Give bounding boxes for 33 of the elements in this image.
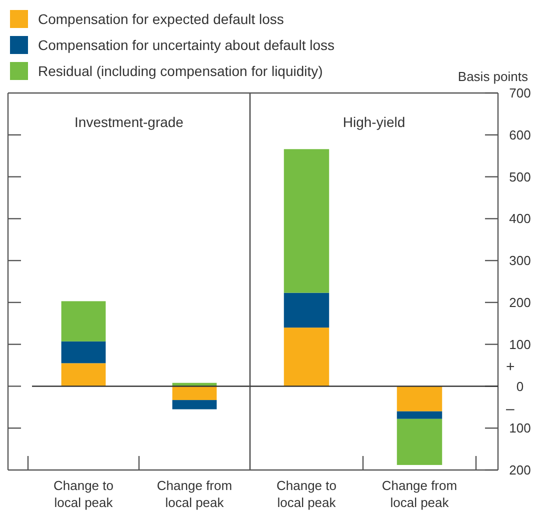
bar <box>396 411 442 419</box>
y-tick-label: 100 <box>509 336 531 352</box>
text: – <box>506 400 515 418</box>
bar <box>396 386 442 412</box>
y-tick-label: 500 <box>509 169 531 184</box>
bar <box>172 386 217 400</box>
bar <box>396 418 442 465</box>
bar <box>284 292 330 328</box>
legend-label: Compensation for expected default loss <box>38 10 284 27</box>
legend-label: Residual (including compensation for liquidity) <box>38 62 323 79</box>
y-tick-label: 600 <box>509 127 531 142</box>
bar <box>61 363 106 386</box>
x-tick-label: Change from local peak <box>156 478 232 510</box>
bar <box>172 400 217 410</box>
x-tick-label: Change to local peak <box>54 478 114 510</box>
y-axis-title: Basis points <box>458 69 528 84</box>
y-tick-label: 200 <box>509 462 531 478</box>
text: Investment-grade <box>74 114 184 130</box>
y-tick-label: 200 <box>509 294 531 310</box>
y-tick-label: 700 <box>509 86 531 101</box>
text: + <box>506 358 515 376</box>
y-tick-label: 300 <box>509 253 531 268</box>
y-tick-label: 0 <box>516 378 524 394</box>
bar <box>61 301 106 342</box>
bar <box>284 328 330 386</box>
x-tick-label: Change from local peak <box>382 478 458 510</box>
x-tick-label: Change to local peak <box>276 478 336 510</box>
text: High-yield <box>342 114 406 130</box>
y-tick-label: 400 <box>509 211 531 226</box>
bar <box>61 341 106 364</box>
legend-label: Compensation for uncertainty about default loss <box>38 36 335 53</box>
bar <box>284 149 330 293</box>
y-tick-label: 100 <box>509 420 531 436</box>
